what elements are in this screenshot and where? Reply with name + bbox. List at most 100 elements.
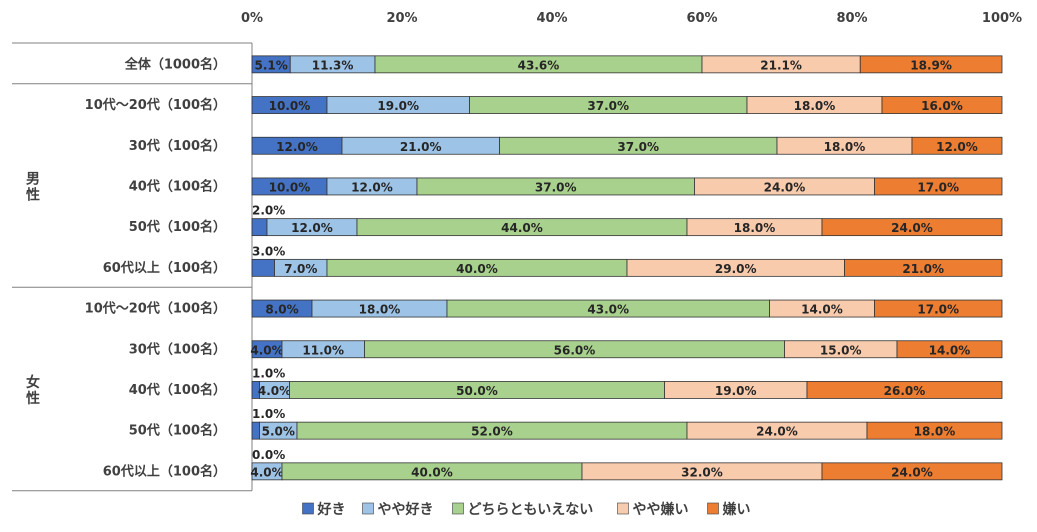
data-label: 24.0% (891, 465, 933, 479)
data-label: 43.0% (587, 303, 629, 317)
category-label: 30代（100名） (129, 341, 226, 357)
x-tick-label: 80% (836, 11, 867, 26)
data-label: 4.0% (258, 384, 291, 398)
data-label: 2.0% (252, 204, 285, 218)
category-label: 全体（1000名） (124, 56, 226, 72)
bar-segment (251, 218, 268, 237)
x-tick-label: 100% (982, 11, 1022, 26)
data-label: 26.0% (884, 384, 926, 398)
data-label: 17.0% (917, 180, 959, 194)
group-label: 性 (26, 186, 40, 203)
data-label: 1.0% (252, 366, 285, 380)
data-label: 18.9% (910, 58, 952, 72)
data-label: 16.0% (921, 99, 963, 113)
data-label: 7.0% (284, 262, 317, 276)
data-label: 3.0% (252, 244, 285, 258)
bar-segment (251, 421, 260, 440)
data-label: 50.0% (456, 384, 498, 398)
legend-swatch (617, 502, 629, 515)
legend-swatch (707, 502, 719, 515)
legend-label: やや嫌い (633, 501, 689, 518)
bar-segment (881, 96, 1003, 114)
group-label: 男 (26, 171, 40, 187)
legend-label: 嫌い (723, 501, 751, 518)
group-label: 性 (26, 390, 40, 407)
x-tick-label: 60% (686, 11, 717, 26)
x-tick-label: 20% (386, 11, 417, 26)
data-label: 18.0% (734, 221, 776, 235)
data-label: 12.0% (276, 140, 318, 154)
data-label: 11.3% (312, 58, 354, 72)
data-label: 18.0% (359, 303, 401, 317)
data-label: 19.0% (377, 99, 419, 113)
data-label: 24.0% (764, 180, 806, 194)
data-label: 40.0% (411, 465, 453, 479)
data-label: 32.0% (681, 465, 723, 479)
legend-swatch (362, 502, 374, 515)
data-label: 19.0% (715, 384, 757, 398)
data-label: 43.6% (518, 58, 560, 72)
data-label: 37.0% (617, 140, 659, 154)
bar-segment (859, 55, 1003, 74)
bar-segment (866, 421, 1003, 440)
data-label: 44.0% (501, 221, 543, 235)
data-label: 21.1% (760, 58, 802, 72)
data-label: 5.0% (262, 425, 295, 439)
data-label: 18.0% (794, 99, 836, 113)
data-label: 29.0% (715, 262, 757, 276)
data-label: 5.1% (254, 58, 287, 72)
data-label: 12.0% (291, 221, 333, 235)
bar-segment (896, 340, 1003, 359)
data-label: 12.0% (936, 140, 978, 154)
data-label: 37.0% (535, 180, 577, 194)
legend-label: 好き (317, 501, 346, 518)
group-label: 女 (26, 374, 40, 391)
category-label: 40代（100名） (129, 382, 226, 398)
data-label: 12.0% (351, 180, 393, 194)
category-label: 30代（100名） (129, 138, 226, 154)
data-label: 1.0% (252, 407, 285, 421)
category-label: 40代（100名） (129, 178, 226, 194)
bar-segment (821, 218, 1003, 237)
legend-swatch (452, 502, 464, 515)
bar-segment (251, 258, 275, 277)
data-label: 37.0% (587, 99, 629, 113)
data-label: 10.0% (269, 99, 311, 113)
x-tick-label: 0% (241, 11, 263, 26)
data-label: 4.0% (250, 465, 283, 479)
data-label: 52.0% (471, 425, 513, 439)
data-label: 14.0% (929, 343, 971, 357)
data-label: 21.0% (400, 140, 442, 154)
bar-segment (821, 462, 1003, 481)
legend-label: やや好き (378, 501, 434, 518)
data-label: 21.0% (902, 262, 944, 276)
data-label: 24.0% (891, 221, 933, 235)
x-tick-label: 40% (536, 11, 567, 26)
category-label: 60代以上（100名） (103, 260, 226, 276)
category-label: 10代〜20代（100名） (85, 97, 226, 113)
category-label: 50代（100名） (129, 423, 226, 439)
data-label: 17.0% (917, 303, 959, 317)
data-label: 10.0% (269, 180, 311, 194)
legend-label: どちらともいえない (468, 502, 594, 518)
data-label: 18.0% (914, 425, 956, 439)
bar-segment (874, 299, 1003, 318)
legend-swatch (302, 502, 314, 515)
data-label: 8.0% (265, 303, 298, 317)
bar-segment (874, 177, 1003, 196)
category-label: 50代（100名） (129, 219, 226, 235)
category-label: 60代以上（100名） (103, 463, 226, 479)
bar-segment (806, 381, 1003, 399)
bar-segment (844, 258, 1003, 277)
data-label: 14.0% (801, 303, 843, 317)
category-label: 10代〜20代（100名） (85, 301, 226, 317)
data-label: 0.0% (252, 448, 285, 462)
data-label: 40.0% (456, 262, 498, 276)
data-label: 56.0% (554, 343, 596, 357)
bar-segment (911, 136, 1003, 155)
data-label: 18.0% (824, 140, 866, 154)
data-label: 15.0% (820, 343, 862, 357)
data-label: 24.0% (756, 425, 798, 439)
data-label: 11.0% (302, 343, 344, 357)
